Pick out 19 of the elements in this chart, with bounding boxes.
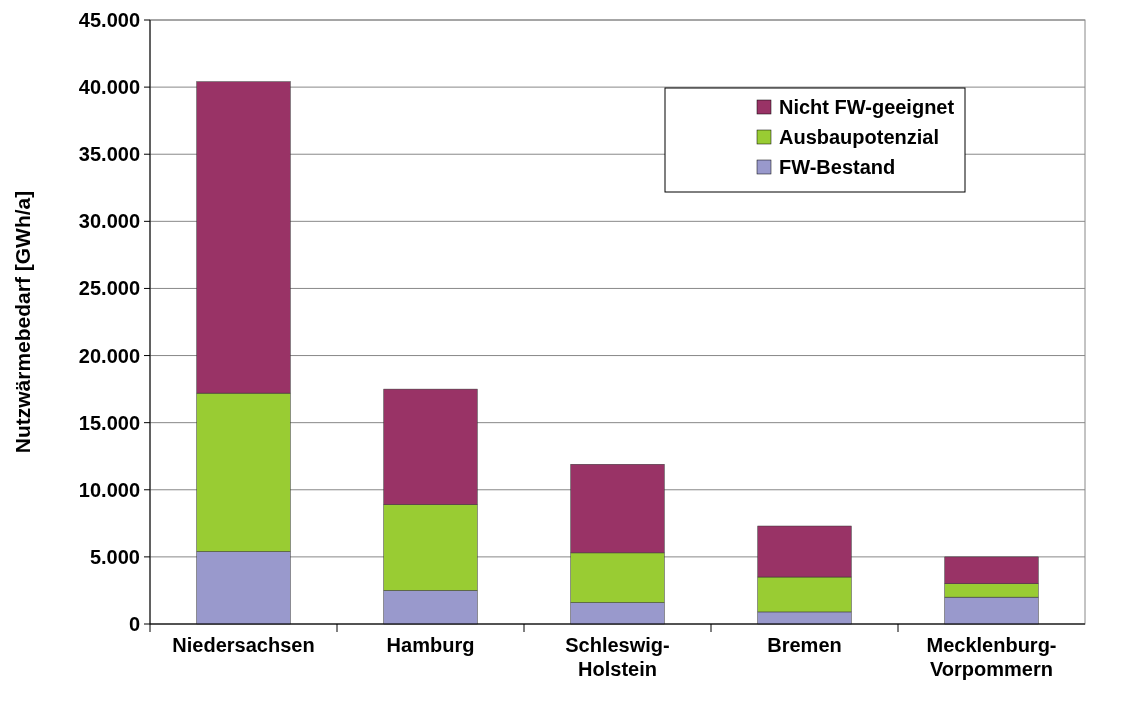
y-tick-label: 10.000 <box>78 478 140 501</box>
y-tick-label: 25.000 <box>78 277 140 300</box>
x-tick-label: Mecklenburg-Vorpommern <box>926 634 1057 680</box>
y-tick-label: 20.000 <box>78 344 140 367</box>
legend-label: FW-Bestand <box>779 156 896 178</box>
y-tick-label: 0 <box>128 613 140 635</box>
x-tick-label: Bremen <box>767 634 842 656</box>
y-tick-label: 5.000 <box>89 545 140 568</box>
x-tick-label: Hamburg <box>386 634 475 656</box>
legend-label: Nicht FW-geeignet <box>779 96 955 118</box>
y-tick-label: 45.000 <box>78 9 140 31</box>
y-tick-label: 15.000 <box>78 411 140 434</box>
y-tick-label: 30.000 <box>78 210 140 233</box>
legend-label: Ausbaupotenzial <box>779 126 940 148</box>
y-axis-title: Nutzwärmebedarf [GWh/a] <box>11 190 34 454</box>
x-tick-label: Schleswig-Holstein <box>565 634 670 680</box>
y-tick-label: 35.000 <box>78 143 140 166</box>
x-tick-label: Niedersachsen <box>172 634 315 656</box>
y-tick-label: 40.000 <box>78 76 140 99</box>
